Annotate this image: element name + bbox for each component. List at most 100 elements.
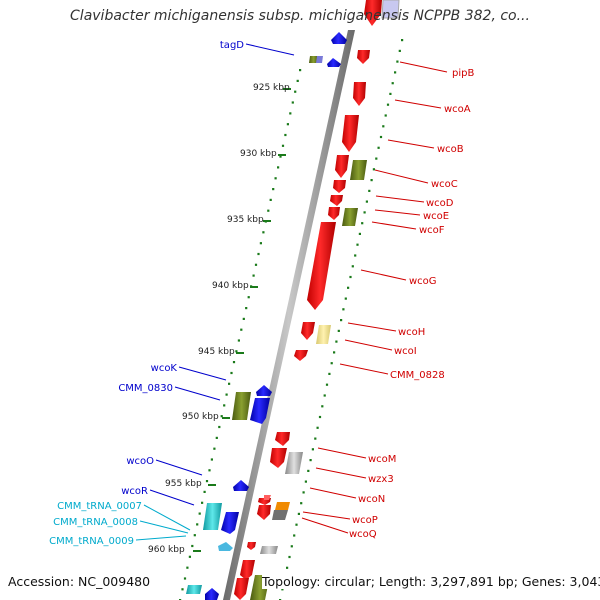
leader-line xyxy=(315,467,367,479)
gene-box[interactable] xyxy=(285,452,303,474)
leader-lines xyxy=(135,43,448,541)
gene-label-CMM_tRNA_0009[interactable]: CMM_tRNA_0009 xyxy=(49,536,134,547)
gene-arrow[interactable] xyxy=(357,50,370,64)
tick-dot xyxy=(252,274,255,277)
tick-dot xyxy=(363,211,366,214)
gene-box[interactable] xyxy=(203,503,222,530)
tick-dot xyxy=(277,166,280,169)
gene-label-wcoO[interactable]: wcoO xyxy=(126,456,154,467)
tick-dot xyxy=(386,103,390,106)
gene-label-tagD[interactable]: tagD xyxy=(220,40,244,51)
gene-box[interactable] xyxy=(316,56,323,63)
leader-line xyxy=(399,61,448,73)
tick-label: 960 kbp xyxy=(148,545,185,555)
gene-arrow[interactable] xyxy=(205,588,219,600)
gene-label-wcoI[interactable]: wcoI xyxy=(394,346,417,357)
gene-label-wcoN[interactable]: wcoN xyxy=(358,494,385,505)
gene-arrow[interactable] xyxy=(335,155,349,178)
gene-arrow[interactable] xyxy=(250,398,270,424)
gene-label-wcoB[interactable]: wcoB xyxy=(437,144,464,155)
tick-label: 925 kbp xyxy=(253,83,290,93)
gene-arrow[interactable] xyxy=(381,0,400,19)
gene-label-wcoK[interactable]: wcoK xyxy=(151,363,178,374)
gene-label-wcoQ[interactable]: wcoQ xyxy=(349,529,377,540)
gene-label-wzx3[interactable]: wzx3 xyxy=(368,474,394,485)
tick-dot xyxy=(196,523,199,526)
gene-label-wcoG[interactable]: wcoG xyxy=(409,276,437,287)
tick-dot xyxy=(262,231,265,234)
leader-line xyxy=(174,386,221,401)
tick-dot xyxy=(281,144,285,147)
gene-label-wcoD[interactable]: wcoD xyxy=(426,198,454,209)
gene-label-wcoA[interactable]: wcoA xyxy=(444,104,471,115)
tick-dot xyxy=(311,448,314,451)
gene-label-wcoH[interactable]: wcoH xyxy=(398,327,425,338)
gene-arrow[interactable] xyxy=(233,480,249,491)
gene-arrow[interactable] xyxy=(257,505,271,520)
topology-text: Topology: circular; Length: 3,297,891 bp… xyxy=(262,574,600,589)
gene-label-wcoF[interactable]: wcoF xyxy=(419,225,445,236)
gene-label-wcoC[interactable]: wcoC xyxy=(431,179,458,190)
gene-box[interactable] xyxy=(272,510,288,520)
tick-dot xyxy=(288,555,291,559)
leader-line xyxy=(394,99,442,109)
tick-dot xyxy=(201,501,204,504)
gene-label-wcoR[interactable]: wcoR xyxy=(121,486,148,497)
tick-track xyxy=(179,39,404,600)
tick-dot xyxy=(365,200,368,203)
gene-arrow[interactable] xyxy=(328,207,340,220)
gene-label-CMM_0828[interactable]: CMM_0828 xyxy=(390,370,445,381)
gene-arrow[interactable] xyxy=(247,542,256,550)
tick-dot xyxy=(237,339,240,342)
leader-line xyxy=(302,511,351,520)
gene-arrow[interactable] xyxy=(264,495,271,500)
gene-label-wcoP[interactable]: wcoP xyxy=(352,515,378,526)
leader-line xyxy=(149,489,195,506)
gene-box[interactable] xyxy=(316,325,331,344)
gene-arrow[interactable] xyxy=(275,432,290,446)
gene-box[interactable] xyxy=(275,502,290,510)
gene-arrow[interactable] xyxy=(327,58,341,67)
gene-label-pipB[interactable]: pipB xyxy=(452,68,474,79)
gene-label-wcoM[interactable]: wcoM xyxy=(368,454,396,465)
tick-dot xyxy=(198,512,201,515)
gene-arrow[interactable] xyxy=(333,180,346,193)
gene-arrow[interactable] xyxy=(256,385,272,396)
tick-dot xyxy=(284,133,287,137)
leader-line xyxy=(139,520,189,534)
gene-arrow[interactable] xyxy=(330,195,343,206)
tick-dot xyxy=(340,319,343,322)
tick-dot xyxy=(293,534,296,537)
gene-arrow[interactable] xyxy=(342,115,359,152)
gene-arrow[interactable] xyxy=(234,578,249,600)
tick-dot xyxy=(318,415,322,419)
gene-label-CMM_tRNA_0008[interactable]: CMM_tRNA_0008 xyxy=(53,517,138,528)
gene-box[interactable] xyxy=(342,208,358,226)
gene-arrow[interactable] xyxy=(353,82,366,106)
tick-dot xyxy=(389,92,392,95)
gene-arrow[interactable] xyxy=(364,0,382,26)
gene-box[interactable] xyxy=(232,392,251,420)
gene-box[interactable] xyxy=(350,160,367,180)
tick-dot xyxy=(281,588,284,591)
gene-arrow[interactable] xyxy=(307,222,336,310)
gene-arrow[interactable] xyxy=(218,542,233,551)
leader-line xyxy=(347,322,397,332)
gene-arrow[interactable] xyxy=(301,322,315,340)
gene-box[interactable] xyxy=(186,585,202,594)
tick-dot xyxy=(377,146,380,149)
tick-dot xyxy=(235,350,238,353)
tick-dot xyxy=(245,307,248,310)
gene-label-wcoE[interactable]: wcoE xyxy=(423,211,449,222)
gene-label-CMM_0830[interactable]: CMM_0830 xyxy=(118,383,173,394)
gene-box[interactable] xyxy=(309,56,318,63)
gene-label-CMM_tRNA_0007[interactable]: CMM_tRNA_0007 xyxy=(57,501,142,512)
gene-arrow[interactable] xyxy=(270,448,287,468)
gene-arrow[interactable] xyxy=(331,32,347,44)
gene-arrow[interactable] xyxy=(240,560,255,580)
gene-arrow[interactable] xyxy=(221,512,239,534)
trna-labels: CMM_tRNA_0007 CMM_tRNA_0008 CMM_tRNA_000… xyxy=(49,501,142,547)
gene-box[interactable] xyxy=(260,546,278,554)
gene-arrow[interactable] xyxy=(294,350,308,361)
